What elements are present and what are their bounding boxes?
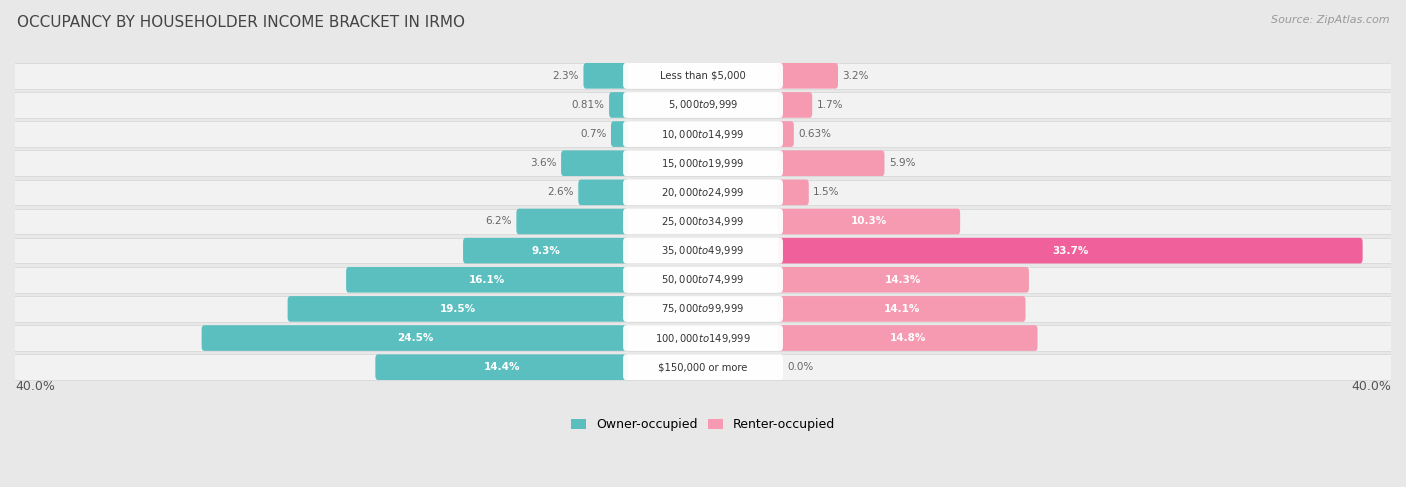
FancyBboxPatch shape — [778, 180, 808, 205]
Bar — [0, 296, 1406, 322]
Text: 1.5%: 1.5% — [813, 187, 839, 197]
Bar — [0, 355, 1406, 380]
Text: 19.5%: 19.5% — [440, 304, 477, 314]
Text: $50,000 to $74,999: $50,000 to $74,999 — [661, 273, 745, 286]
Text: 2.6%: 2.6% — [547, 187, 574, 197]
Bar — [0, 92, 1406, 118]
Text: 3.6%: 3.6% — [530, 158, 557, 168]
FancyBboxPatch shape — [288, 296, 628, 322]
FancyBboxPatch shape — [778, 150, 884, 176]
FancyBboxPatch shape — [578, 180, 628, 205]
FancyBboxPatch shape — [778, 267, 1029, 293]
Legend: Owner-occupied, Renter-occupied: Owner-occupied, Renter-occupied — [567, 413, 839, 436]
FancyBboxPatch shape — [561, 150, 628, 176]
FancyBboxPatch shape — [778, 121, 794, 147]
Text: 0.63%: 0.63% — [799, 129, 831, 139]
FancyBboxPatch shape — [623, 296, 783, 322]
Text: 0.0%: 0.0% — [787, 362, 814, 372]
FancyBboxPatch shape — [623, 238, 783, 263]
Bar — [0, 121, 1406, 147]
Text: $75,000 to $99,999: $75,000 to $99,999 — [661, 302, 745, 316]
FancyBboxPatch shape — [778, 296, 1025, 322]
Text: $20,000 to $24,999: $20,000 to $24,999 — [661, 186, 745, 199]
FancyBboxPatch shape — [623, 355, 783, 380]
Text: 0.81%: 0.81% — [572, 100, 605, 110]
Text: 1.7%: 1.7% — [817, 100, 844, 110]
Text: 33.7%: 33.7% — [1052, 245, 1088, 256]
Text: 16.1%: 16.1% — [470, 275, 505, 285]
Text: 0.7%: 0.7% — [581, 129, 606, 139]
FancyBboxPatch shape — [201, 325, 628, 351]
FancyBboxPatch shape — [463, 238, 628, 263]
FancyBboxPatch shape — [516, 208, 628, 234]
FancyBboxPatch shape — [346, 267, 628, 293]
FancyBboxPatch shape — [623, 325, 783, 351]
Bar — [0, 208, 1406, 234]
Text: Less than $5,000: Less than $5,000 — [661, 71, 745, 81]
Text: $10,000 to $14,999: $10,000 to $14,999 — [661, 128, 745, 141]
Text: 14.3%: 14.3% — [886, 275, 921, 285]
FancyBboxPatch shape — [612, 121, 628, 147]
Bar — [0, 63, 1406, 89]
Text: 40.0%: 40.0% — [15, 380, 55, 393]
FancyBboxPatch shape — [609, 92, 628, 118]
Text: $15,000 to $19,999: $15,000 to $19,999 — [661, 157, 745, 170]
Text: 2.3%: 2.3% — [553, 71, 579, 81]
Text: $5,000 to $9,999: $5,000 to $9,999 — [668, 98, 738, 112]
FancyBboxPatch shape — [623, 208, 783, 234]
Bar — [0, 150, 1406, 176]
FancyBboxPatch shape — [778, 325, 1038, 351]
FancyBboxPatch shape — [778, 238, 1362, 263]
Text: 3.2%: 3.2% — [842, 71, 869, 81]
Text: $25,000 to $34,999: $25,000 to $34,999 — [661, 215, 745, 228]
Text: 14.4%: 14.4% — [484, 362, 520, 372]
FancyBboxPatch shape — [623, 267, 783, 293]
FancyBboxPatch shape — [778, 92, 813, 118]
FancyBboxPatch shape — [623, 92, 783, 118]
Text: 9.3%: 9.3% — [531, 245, 560, 256]
Text: 14.8%: 14.8% — [890, 333, 927, 343]
Text: 6.2%: 6.2% — [485, 217, 512, 226]
FancyBboxPatch shape — [778, 208, 960, 234]
Text: OCCUPANCY BY HOUSEHOLDER INCOME BRACKET IN IRMO: OCCUPANCY BY HOUSEHOLDER INCOME BRACKET … — [17, 15, 465, 30]
Text: $100,000 to $149,999: $100,000 to $149,999 — [655, 332, 751, 344]
FancyBboxPatch shape — [623, 180, 783, 205]
Text: 14.1%: 14.1% — [883, 304, 920, 314]
Bar — [0, 238, 1406, 263]
FancyBboxPatch shape — [583, 63, 628, 89]
FancyBboxPatch shape — [375, 355, 628, 380]
Bar — [0, 180, 1406, 205]
Bar — [0, 267, 1406, 293]
Text: Source: ZipAtlas.com: Source: ZipAtlas.com — [1271, 15, 1389, 25]
Bar — [0, 325, 1406, 351]
Text: 10.3%: 10.3% — [851, 217, 887, 226]
FancyBboxPatch shape — [623, 150, 783, 176]
FancyBboxPatch shape — [623, 121, 783, 147]
Text: 5.9%: 5.9% — [889, 158, 915, 168]
Text: $35,000 to $49,999: $35,000 to $49,999 — [661, 244, 745, 257]
FancyBboxPatch shape — [778, 63, 838, 89]
Text: 24.5%: 24.5% — [396, 333, 433, 343]
FancyBboxPatch shape — [623, 63, 783, 89]
Text: $150,000 or more: $150,000 or more — [658, 362, 748, 372]
Text: 40.0%: 40.0% — [1351, 380, 1391, 393]
